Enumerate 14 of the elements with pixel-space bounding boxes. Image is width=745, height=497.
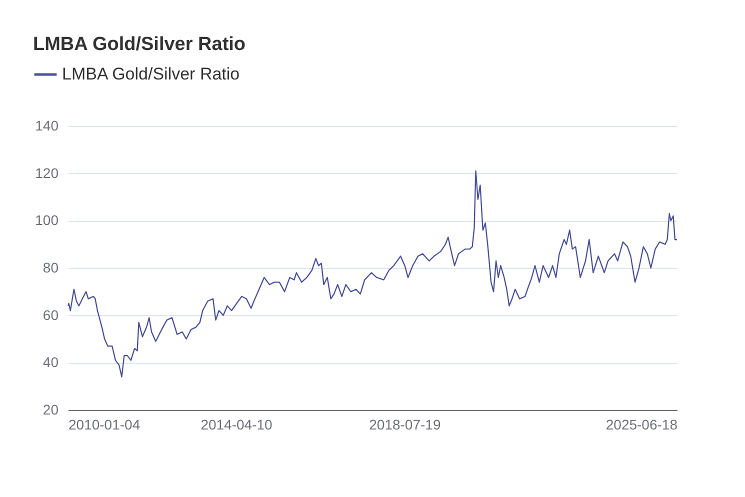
- x-tick-label: 2018-07-19: [369, 416, 441, 432]
- x-tick-label: 2014-04-10: [200, 416, 273, 432]
- y-tick-label: 140: [35, 118, 59, 134]
- y-tick-label: 120: [35, 164, 59, 181]
- y-tick-label: 20: [42, 402, 59, 418]
- y-tick-label: 80: [42, 260, 59, 276]
- chart-title: LMBA Gold/Silver Ratio: [33, 34, 246, 55]
- line-series: [67, 170, 678, 378]
- legend-label: LMBA Gold/Silver Ratio: [62, 64, 240, 84]
- x-tick-label: 2010-01-04: [68, 416, 140, 432]
- y-tick-label: 100: [35, 212, 59, 228]
- x-tick-label: 2025-06-18: [606, 416, 678, 432]
- y-tick-label: 60: [42, 306, 59, 323]
- y-tick-label: 40: [42, 354, 59, 370]
